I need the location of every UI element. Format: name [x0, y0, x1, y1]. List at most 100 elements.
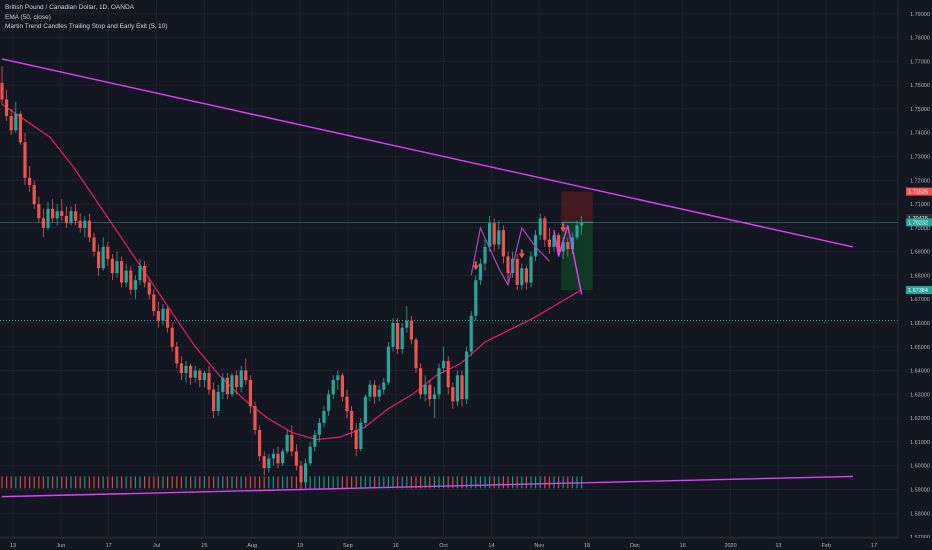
y-tick-label: 1.71000 [910, 202, 930, 208]
candle-body [570, 237, 574, 250]
down-arrow-icon [472, 261, 479, 271]
x-tick-label: Dec [630, 543, 640, 549]
position-zones [561, 191, 593, 291]
legend-ema[interactable]: EMA (50, close) [5, 13, 51, 21]
x-tick-label: 13 [775, 543, 781, 549]
x-tick-label: Sep [343, 543, 353, 549]
candle-body [51, 208, 55, 219]
candle-body [313, 434, 317, 447]
candle-body [580, 223, 584, 226]
grid [0, 0, 898, 538]
candle-body [492, 223, 496, 245]
price-label-bg [906, 187, 932, 196]
y-tick-label: 1.58000 [910, 511, 930, 517]
candle-body [386, 346, 390, 383]
candle-body [235, 375, 239, 388]
candle-body [64, 215, 68, 224]
overlay [1, 223, 583, 489]
ascending-support-trendline [1, 475, 854, 498]
y-tick-label: 1.74000 [910, 131, 930, 137]
candle-body [78, 220, 82, 228]
candle-body [202, 372, 206, 381]
candle-body [253, 406, 257, 431]
legend-symbol[interactable]: British Pound / Canadian Dollar, 1D, OAN… [5, 4, 134, 11]
candle-body [46, 208, 50, 228]
candle-body [267, 458, 271, 469]
candle-body [55, 211, 59, 219]
candle-body [534, 234, 538, 257]
y-tick-label: 1.65000 [910, 345, 930, 351]
candle-body [41, 218, 45, 228]
candle-body [359, 422, 363, 450]
candle-body [515, 258, 519, 285]
candle-body [340, 375, 344, 397]
candle-body [170, 327, 174, 347]
candle-body [446, 361, 450, 388]
candle-body [423, 384, 427, 395]
candle-body [161, 308, 165, 321]
candle-body [469, 315, 473, 352]
candle-body [327, 394, 331, 411]
candle-body [87, 220, 91, 238]
candle-body [529, 256, 533, 283]
candle-body [138, 265, 142, 281]
y-tick-label: 1.70000 [910, 226, 930, 232]
candle-body [175, 346, 179, 364]
x-tick-label: 18 [584, 543, 590, 549]
candle-body [193, 370, 197, 378]
candle-body [350, 410, 354, 431]
candle-body [345, 396, 349, 411]
y-tick-label: 1.77000 [910, 59, 930, 65]
price-label-bg [906, 213, 932, 222]
candle-body [37, 204, 41, 219]
x-tick-label: 14 [488, 543, 494, 549]
candle-body [216, 391, 220, 411]
candle-body [18, 113, 22, 143]
candle-body [92, 237, 96, 252]
price-label: 1.71525 [908, 190, 928, 196]
candle-body [74, 211, 78, 221]
down-arrow-icon [518, 249, 525, 259]
candle-body [294, 451, 298, 466]
y-tick-label: 1.73000 [910, 155, 930, 161]
candle-body [152, 294, 156, 312]
candle-body [225, 377, 229, 395]
candle-body [396, 322, 400, 350]
candle-body [262, 456, 266, 469]
candle-body [147, 282, 151, 295]
candle-body [69, 211, 73, 224]
legend-indicator[interactable]: Martin Trend Candles Trailing Stop and E… [5, 23, 168, 30]
price-label: 1.70232 [908, 220, 928, 226]
candle-body [166, 308, 170, 328]
candle-body [497, 230, 501, 245]
candle-body [212, 389, 216, 411]
candle-body [276, 453, 280, 464]
candle-body [115, 261, 119, 274]
candle-body [156, 311, 160, 321]
y-tick-label: 1.62000 [910, 416, 930, 422]
candle-body [184, 365, 188, 373]
price-label-bg [906, 218, 932, 227]
candle-body [575, 225, 579, 238]
candle-body [432, 394, 436, 400]
candle-body [501, 230, 505, 257]
price-label: 1.67384 [908, 288, 928, 294]
x-tick-label: Nov [534, 543, 544, 549]
y-tick-label: 1.67000 [910, 297, 930, 303]
candle-body [299, 465, 303, 483]
candle-body [478, 263, 482, 281]
candle-body [382, 382, 386, 390]
candle-body [83, 220, 87, 228]
candle-body [271, 453, 275, 459]
candles [0, 66, 584, 490]
candle-body [557, 234, 561, 252]
candle-body [566, 242, 570, 250]
candle-body [391, 322, 395, 347]
candle-body [207, 372, 211, 390]
candle-body [377, 389, 381, 397]
x-tick-label: Oct [439, 543, 448, 549]
stop-loss-zone [561, 191, 593, 223]
candle-body [23, 142, 27, 178]
